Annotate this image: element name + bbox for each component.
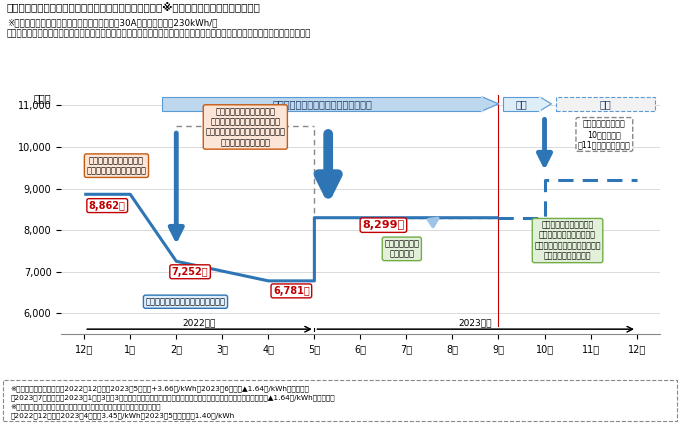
Text: 再エネ賦課金単価の変動（値下げ）: 再エネ賦課金単価の変動（値下げ） xyxy=(146,297,226,306)
Text: 8,862円: 8,862円 xyxy=(89,201,126,211)
Polygon shape xyxy=(482,97,498,111)
Text: 標準的なモデルにおけるイメージであり、実際のご負担額は電気のご使用状況や、その時点の燃料費調整等により変動します。: 標準的なモデルにおけるイメージであり、実際のご負担額は電気のご使用状況や、その時… xyxy=(7,30,311,38)
Polygon shape xyxy=(540,97,551,111)
Text: 2022年度: 2022年度 xyxy=(183,319,216,327)
Text: 2023年度: 2023年度 xyxy=(459,319,492,327)
Text: 8,299円: 8,299円 xyxy=(362,220,405,230)
Text: 未定: 未定 xyxy=(600,99,611,109)
FancyBboxPatch shape xyxy=(503,97,540,111)
Text: 2023年7月以降は、2023年1月〜3月（3か月平均）の貿易統計価格水準が継続するものとして燃料費等調整単価を【▲1.64円/kWh】と算定。: 2023年7月以降は、2023年1月〜3月（3か月平均）の貿易統計価格水準が継続… xyxy=(10,394,335,401)
Text: 7,252円: 7,252円 xyxy=(172,267,208,277)
Text: 【主にご家庭で電気をご使用されるお客さま向けの料金※におけるご負担額のイメージ】: 【主にご家庭で電気をご使用されるお客さま向けの料金※におけるご負担額のイメージ】 xyxy=(7,1,260,12)
Text: ※電気料金メニュー：従量電灯Ｂ、契約電流：30A、使用電力量：230kWh/月: ※電気料金メニュー：従量電灯Ｂ、契約電流：30A、使用電力量：230kWh/月 xyxy=(7,19,218,27)
FancyBboxPatch shape xyxy=(556,97,655,111)
Text: 国の激変緩和対策により
電気料金を減額（値引き）: 国の激変緩和対策により 電気料金を減額（値引き） xyxy=(86,156,146,176)
Text: ※各料金は、再生可能エネルギー発電促進賦課金を含めて算定しています。: ※各料金は、再生可能エネルギー発電促進賦課金を含めて算定しています。 xyxy=(10,404,160,410)
Text: 6,781円: 6,781円 xyxy=(273,286,309,296)
Text: （円）: （円） xyxy=(34,93,52,103)
Text: 電気料金の改定
（値上げ）: 電気料金の改定 （値上げ） xyxy=(384,239,420,258)
Text: 縮小: 縮小 xyxy=(515,99,528,109)
Text: 国による電気・ガス価格激変緩和対策: 国による電気・ガス価格激変緩和対策 xyxy=(273,99,373,109)
FancyBboxPatch shape xyxy=(163,97,482,111)
Text: 至近の燃料価格の低下が
継続した場合、燃料費調整
のマイナス調整の拡大により、
電気料金はさらに低減: 至近の燃料価格の低下が 継続した場合、燃料費調整 のマイナス調整の拡大により、 … xyxy=(534,220,601,261)
Text: ※燃料費調整の前提条件：2022年12月分〜2023年5月分：+3.66円/kWh、2023年6月分：▲1.64円/kWh（実績値）: ※燃料費調整の前提条件：2022年12月分〜2023年5月分：+3.66円/kW… xyxy=(10,385,309,392)
Text: 2022年12月分〜2023年4月分：3.45円/kWh、2023年5月分以降：1.40円/kWh: 2022年12月分〜2023年4月分：3.45円/kWh、2023年5月分以降：… xyxy=(10,413,235,420)
Text: 国の激変緩和対策は
10月分は半減
（11月分以降は未定）: 国の激変緩和対策は 10月分は半減 （11月分以降は未定） xyxy=(578,120,631,149)
Text: 値上げ後も激変緩和対策に
より電気料金を減額（値引き）
加えて、燃料費調整のマイナス調整
により電気料金は低減: 値上げ後も激変緩和対策に より電気料金を減額（値引き） 加えて、燃料費調整のマイ… xyxy=(205,107,286,147)
